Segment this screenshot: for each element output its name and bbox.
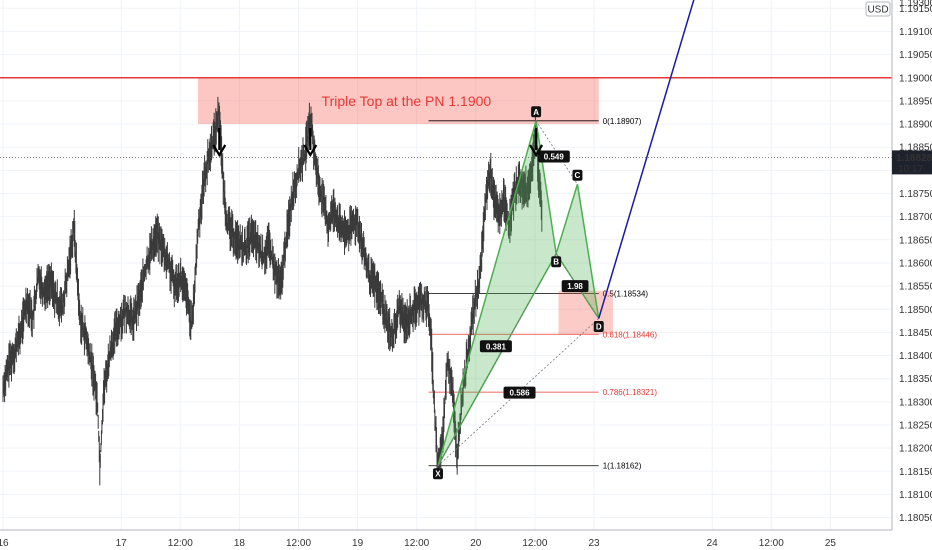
ratio-label: 1.98 (567, 282, 583, 291)
time-axis-bg (0, 530, 932, 550)
fib-level-label: 0.5(1.18534) (603, 290, 649, 299)
price-tick-label: 1.18100 (899, 490, 932, 501)
peak-arrow-head (303, 144, 318, 158)
ratio-badge[interactable] (561, 280, 589, 293)
current-price-label: 1.18828 (896, 153, 932, 164)
price-tick-label: 1.18500 (899, 305, 932, 316)
price-tick-label: 1.18650 (899, 235, 932, 246)
fib-level-label: 0.618(1.18446) (603, 330, 658, 339)
time-tick-label: 17 (116, 538, 128, 549)
fib-level-label: 0(1.18907) (603, 117, 642, 126)
price-tick-label: 1.18950 (899, 96, 932, 107)
time-tick-label: 20 (470, 538, 482, 549)
price-tick-label: 1.18200 (899, 444, 932, 455)
price-tick-label: 1.18300 (899, 397, 932, 408)
currency-label: USD (867, 5, 888, 16)
time-tick-label: 25 (825, 538, 837, 549)
countdown-label: 10:17 (898, 164, 923, 175)
price-tick-label: 1.19150 (899, 4, 932, 15)
point-badge-b[interactable] (551, 256, 562, 268)
price-tick-label: 1.18450 (899, 328, 932, 339)
point-label-a: A (533, 108, 539, 117)
price-tick-label: 1.18600 (899, 258, 932, 269)
price-tick-label: 1.18550 (899, 282, 932, 293)
point-badge-d[interactable] (593, 321, 604, 333)
ratio-badge[interactable] (479, 340, 512, 353)
peak-arrow-head (529, 144, 544, 158)
projection-arrow (598, 0, 695, 319)
ratio-badge[interactable] (537, 150, 570, 163)
ratio-label: 0.381 (486, 342, 507, 351)
price-axis[interactable]: 1.193001.192501.192001.191501.191001.190… (865, 0, 932, 550)
price-tick-label: 1.18700 (899, 212, 932, 223)
time-tick-label: 12:00 (522, 538, 547, 549)
price-series (0, 77, 932, 486)
point-label-c: C (575, 171, 581, 180)
ratio-badge[interactable] (503, 386, 536, 399)
price-tick-label: 1.18850 (899, 143, 932, 154)
price-tick-label: 1.18250 (899, 421, 932, 432)
time-tick-label: 12:00 (404, 538, 429, 549)
price-tick-label: 1.18750 (899, 189, 932, 200)
current-price-tag (892, 150, 932, 175)
ratio-label: 0.586 (510, 389, 531, 398)
ratio-line-bd (555, 253, 600, 319)
price-tick-partial: 1.19300 (899, 0, 932, 9)
price-tick-label: 1.18050 (899, 513, 932, 524)
fib-level-label: 0.786(1.18321) (603, 388, 658, 397)
point-label-d: D (596, 323, 602, 332)
time-tick-label: 12:00 (759, 538, 784, 549)
price-tick-label: 1.19100 (899, 27, 932, 38)
fibonacci-retracement[interactable]: 0(1.18907) 0.5(1.18534) 0.618(1.18446) 0.78… (428, 117, 658, 471)
point-badge-c[interactable] (572, 169, 583, 181)
price-tick-label: 1.18150 (899, 467, 932, 478)
ratio-line-xb (437, 253, 557, 466)
time-tick-label: 12:00 (286, 538, 311, 549)
time-tick-label: 19 (352, 538, 364, 549)
price-wicks (2, 96, 543, 486)
point-label-x: X (435, 470, 441, 479)
fib-level-label: 1(1.18162) (603, 462, 642, 471)
zone-label: Triple Top at the PN 1.1900 (322, 93, 492, 109)
price-tick-label: 1.18900 (899, 120, 932, 131)
time-tick-label: 16 (0, 538, 9, 549)
time-tick-label: 23 (588, 538, 600, 549)
harmonic-pattern[interactable]: X A B C D 0.549 1.98 0.381 0.586 (432, 106, 604, 480)
point-badge-a[interactable] (531, 106, 542, 118)
peak-arrow-head (212, 144, 227, 158)
point-label-b: B (553, 258, 559, 267)
ratio-label: 0.549 (544, 152, 565, 161)
price-tick-label: 1.18400 (899, 351, 932, 362)
price-tick-label: 1.19050 (899, 50, 932, 61)
annotations (212, 0, 695, 319)
time-tick-label: 18 (234, 538, 246, 549)
price-tick-label: 1.19000 (899, 73, 932, 84)
price-axis-bg (892, 0, 932, 550)
time-tick-label: 24 (707, 538, 719, 549)
price-tick-label: 1.18350 (899, 374, 932, 385)
time-axis[interactable]: 16 17 12:00 18 12:00 19 12:00 20 12:00 23 24 12:00 2… (0, 529, 932, 550)
currency-badge[interactable] (865, 1, 891, 17)
time-tick-label: 12:00 (168, 538, 193, 549)
point-badge-x[interactable] (432, 468, 443, 480)
